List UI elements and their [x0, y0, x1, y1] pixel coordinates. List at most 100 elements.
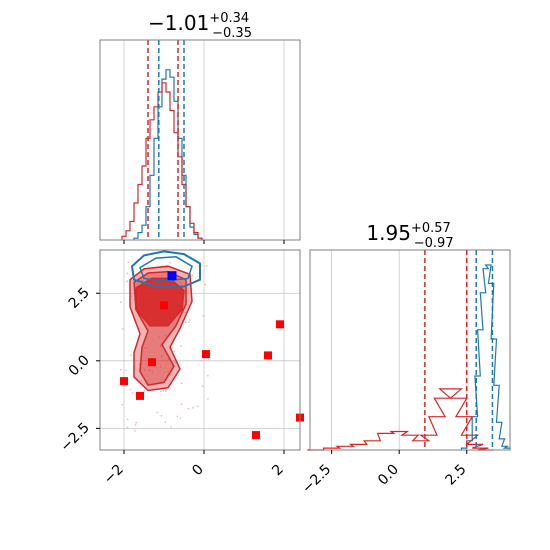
sample-dot	[204, 283, 207, 286]
sample-dot	[125, 369, 127, 372]
sample-dot	[160, 355, 163, 358]
sample-dot	[130, 354, 132, 357]
sample-dot	[160, 390, 162, 393]
sample-dot	[159, 366, 162, 368]
sample-dot	[191, 407, 194, 409]
panel-background	[310, 250, 510, 450]
histogram-series	[307, 264, 511, 451]
sample-dot	[174, 361, 177, 364]
histogram-blue-series	[460, 264, 511, 450]
quantile-lines	[147, 40, 185, 240]
panel-frame	[309, 249, 511, 451]
sample-dot	[165, 390, 167, 392]
y-tick-label: −2.5	[57, 420, 92, 455]
sample-dot	[179, 417, 182, 419]
panel-background	[100, 40, 300, 240]
joint-scatter-panel: −2 0 2 −2.5 0.0 2.5	[57, 249, 304, 487]
sample-dot	[141, 279, 143, 282]
x-tick-label: 2.5	[443, 462, 470, 489]
histogram-blue-series	[133, 69, 203, 240]
sample-dot	[176, 415, 179, 418]
sample-dot	[181, 382, 183, 385]
sample-dot	[179, 282, 182, 284]
observation-marker	[148, 358, 156, 367]
sample-dot	[123, 360, 126, 362]
panel-title: 1.95+0.57 −0.97	[366, 221, 453, 251]
sample-dot	[187, 407, 190, 410]
sample-dot	[151, 370, 154, 373]
title-upper-error: +0.34	[209, 11, 249, 26]
grid-lines	[100, 250, 300, 450]
x-tick-label: 0.0	[375, 462, 402, 489]
sample-dot	[130, 295, 133, 297]
sample-dot	[162, 390, 165, 392]
sample-dot	[126, 280, 128, 282]
y-tick-label: 0.0	[66, 352, 93, 379]
x-ticks	[123, 240, 285, 244]
quantile-lines	[424, 250, 494, 450]
sample-dot	[119, 369, 122, 371]
sample-dot	[201, 385, 204, 387]
grid-lines	[123, 40, 285, 240]
y-tick-label: 2.5	[66, 285, 93, 312]
sample-dot	[189, 319, 191, 321]
observation-marker	[252, 431, 260, 440]
sample-dot	[196, 405, 199, 408]
title-upper-error: +0.57	[411, 221, 451, 236]
title-value: −1.01	[148, 11, 209, 35]
observation-marker	[136, 391, 144, 400]
x-tick-label: 0	[189, 462, 207, 480]
marginal-histogram-y-panel: 1.95+0.57 −0.97 −2.5 0.0 2.5	[299, 221, 511, 497]
density-contours	[129, 250, 201, 392]
sample-dot	[149, 369, 151, 372]
panel-title: −1.01+0.34 −0.35	[148, 11, 252, 41]
sample-dot	[188, 321, 190, 323]
observation-markers	[120, 271, 304, 440]
histogram-red-series	[307, 388, 494, 451]
sample-dot	[181, 403, 183, 406]
sample-dot	[156, 411, 158, 414]
sample-dot	[184, 311, 186, 314]
blue-contour-inner	[139, 256, 193, 282]
x-tick-label: 2	[269, 462, 287, 480]
sample-dot	[164, 334, 166, 337]
sample-dot	[126, 426, 129, 429]
sample-dot	[205, 265, 208, 267]
sample-dot	[127, 261, 129, 264]
histogram-red-series	[121, 82, 203, 240]
sample-dot	[143, 369, 146, 371]
truth-marker	[167, 271, 177, 281]
x-tick-label: −2	[101, 462, 127, 488]
sample-dot	[207, 398, 209, 400]
sample-dot	[169, 261, 171, 264]
sample-dot	[207, 375, 209, 377]
title-lower-error: −0.97	[414, 236, 454, 251]
observation-marker	[120, 377, 128, 386]
panel-frame	[99, 249, 301, 451]
sample-dot	[121, 404, 123, 406]
y-tick-labels: −2.5 0.0 2.5	[57, 285, 100, 455]
sample-dot	[164, 421, 167, 424]
panel-frame	[99, 39, 301, 241]
observation-marker	[160, 301, 168, 310]
sample-dot	[191, 274, 194, 277]
sample-dot	[131, 392, 134, 394]
sample-dot	[160, 414, 163, 417]
sample-dot	[173, 350, 175, 353]
x-tick-label: −2.5	[299, 462, 334, 497]
observation-marker	[202, 350, 210, 359]
sample-dot	[169, 374, 172, 376]
observation-marker	[264, 351, 272, 360]
sample-dot	[163, 359, 165, 362]
sample-dot	[143, 390, 146, 392]
sample-dot	[121, 328, 124, 330]
sample-dot	[120, 301, 122, 304]
sample-dot	[202, 314, 205, 317]
x-tick-labels: −2 0 2	[101, 450, 287, 487]
marginal-histogram-x-panel: −1.01+0.34 −0.35	[99, 11, 301, 244]
observation-marker	[276, 320, 284, 329]
sample-dot	[200, 359, 203, 362]
sample-dot	[159, 345, 162, 348]
